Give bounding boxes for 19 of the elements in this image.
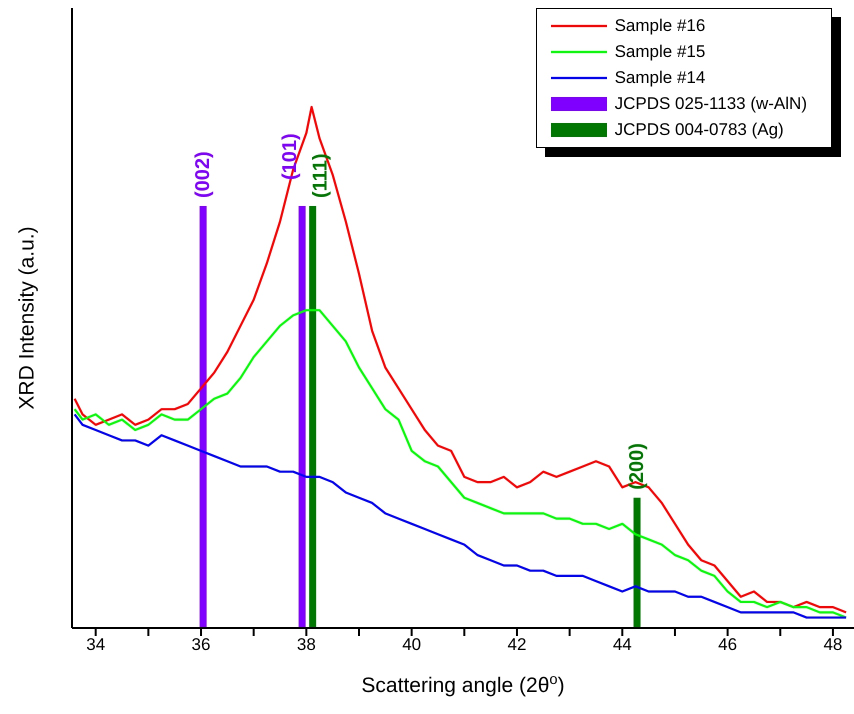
annotation: (002)	[192, 151, 214, 198]
x-tick-label: 40	[402, 635, 422, 654]
x-tick-label: 46	[718, 635, 738, 654]
legend-label: JCPDS 025-1133 (w-AlN)	[614, 94, 807, 114]
annotation: (101)	[279, 133, 302, 180]
x-tick-label: 44	[612, 635, 632, 654]
x-tick-label: 48	[823, 635, 842, 654]
legend-label: Sample #16	[614, 16, 706, 36]
legend-label: JCPDS 004-0783 (Ag)	[614, 120, 784, 140]
legend-label: Sample #14	[614, 68, 706, 88]
x-axis-title: Scattering angle (2θ$^{o}$)	[361, 672, 565, 697]
legend-label: Sample #15	[614, 42, 706, 62]
x-tick-label: 38	[296, 635, 316, 654]
x-tick-label: 42	[508, 635, 526, 654]
annotation: (200)	[626, 443, 648, 490]
x-tick-label: 36	[192, 635, 210, 654]
y-axis-title: XRD Intensity (a.u.)	[15, 226, 38, 410]
x-tick-label: 34	[86, 635, 106, 654]
annotation: (111)	[310, 154, 332, 198]
